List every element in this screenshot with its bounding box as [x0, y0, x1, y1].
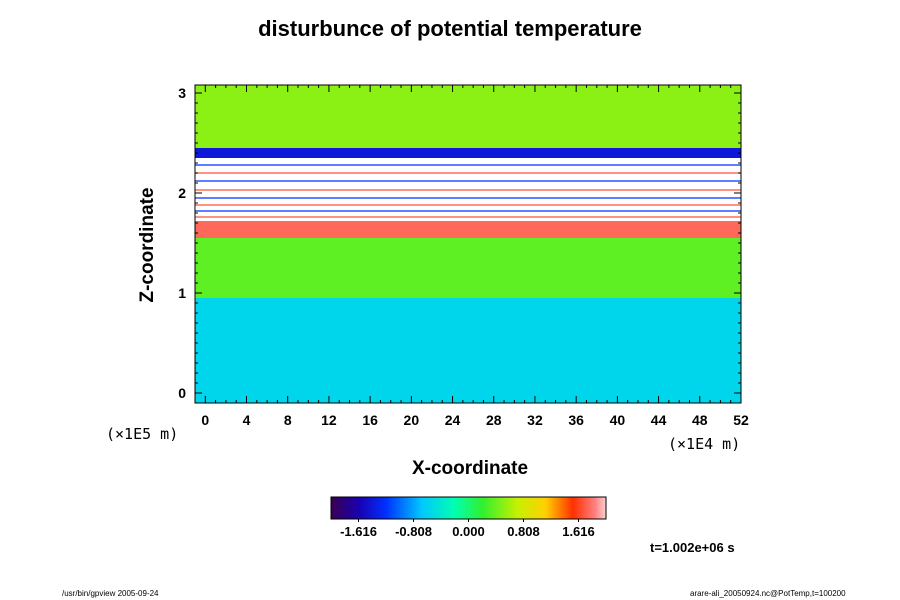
x-tick-label: 32	[527, 412, 543, 428]
colorbar-tick-label: 1.616	[562, 524, 595, 539]
x-tick-label: 52	[733, 412, 749, 428]
x-axis-label: X-coordinate	[411, 458, 529, 479]
y-tick-label: 1	[178, 285, 186, 301]
heatmap-band	[195, 298, 741, 403]
x-tick-label: 24	[445, 412, 461, 428]
footer-right: arare-ali_20050924.nc@PotTemp,t=100200	[690, 589, 846, 598]
y-unit-label: (×1E5 m)	[106, 425, 179, 443]
x-tick-label: 44	[651, 412, 667, 428]
y-tick-label: 0	[178, 385, 186, 401]
x-tick-label: 48	[692, 412, 708, 428]
x-tick-label: 8	[284, 412, 292, 428]
x-tick-label: 36	[568, 412, 584, 428]
heatmap-band	[195, 221, 741, 238]
y-axis-label: Z-coordinate	[137, 187, 158, 303]
colorbar-tick-label: 0.000	[452, 524, 485, 539]
colorbar-tick-label: 0.808	[507, 524, 540, 539]
time-label: t=1.002e+06 s	[650, 540, 735, 555]
y-tick-label: 3	[178, 85, 186, 101]
x-tick-label: 4	[243, 412, 251, 428]
heatmap-band	[195, 238, 741, 298]
colorbar-ticks: -1.616 -0.808 0.000 0.808 1.616	[340, 519, 595, 539]
x-tick-label: 16	[362, 412, 378, 428]
colorbar-tick-label: -0.808	[395, 524, 432, 539]
y-tick-label: 2	[178, 185, 186, 201]
heatmap-band	[195, 148, 741, 158]
plot-frame	[194, 84, 742, 404]
chart-title: disturbunce of potential temperature	[258, 16, 642, 41]
colorbar-tick-label: -1.616	[340, 524, 377, 539]
x-tick-label: 20	[404, 412, 420, 428]
x-tick-label: 40	[610, 412, 626, 428]
colorbar	[331, 497, 606, 519]
footer-left: /usr/bin/gpview 2005-09-24	[62, 589, 159, 598]
x-tick-label: 28	[486, 412, 502, 428]
heatmap-field	[195, 85, 741, 403]
heatmap-band	[195, 85, 741, 148]
x-tick-label: 12	[321, 412, 337, 428]
x-unit-label: (×1E4 m)	[668, 435, 741, 453]
x-tick-label: 0	[201, 412, 209, 428]
